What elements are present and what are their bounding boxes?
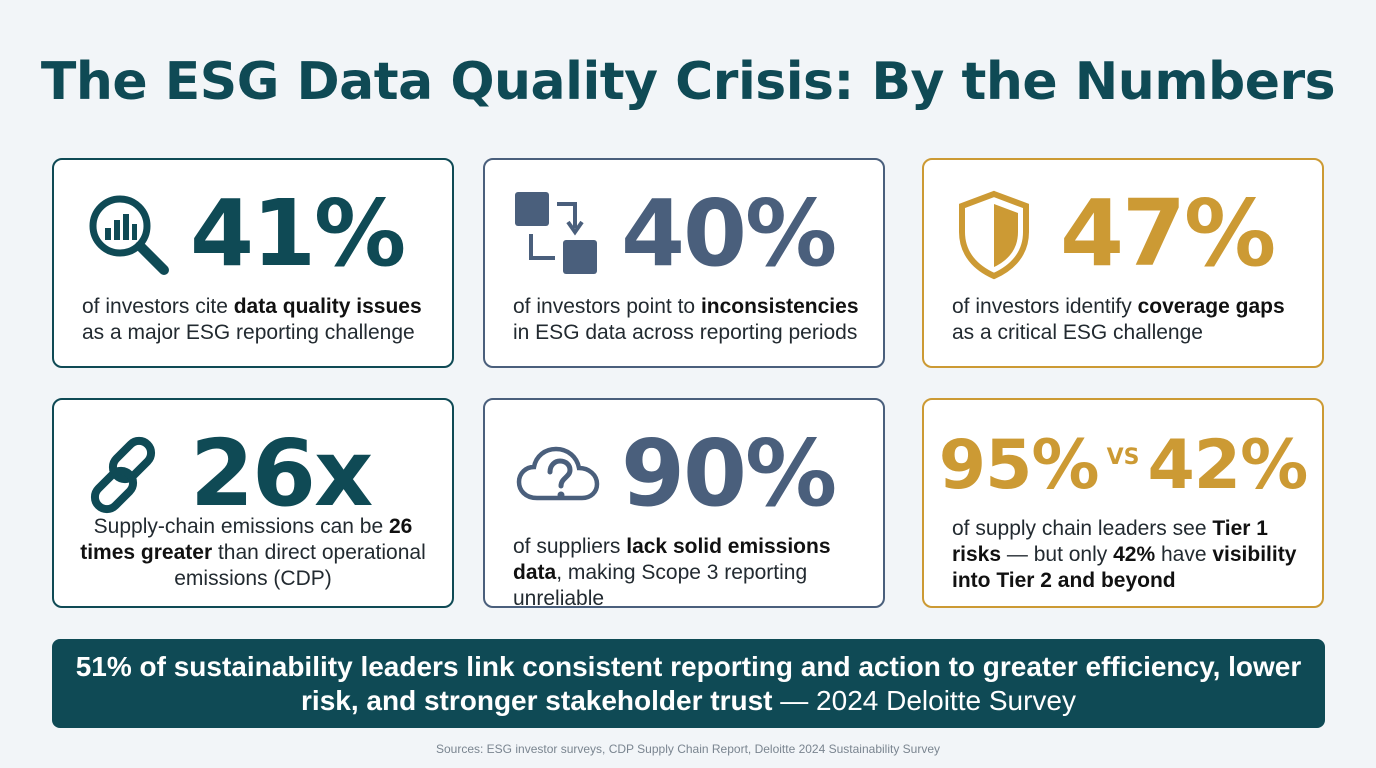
swap-squares-icon [515,192,597,274]
chain-link-icon [90,436,156,514]
stat-description: of suppliers lack solid emissions data, … [513,535,831,610]
sources-footnote: Sources: ESG investor surveys, CDP Suppl… [435,742,941,756]
summary-banner: 51% of sustainability leaders link consi… [52,639,1325,728]
stat-description: of supply chain leaders see Tier 1 risks… [952,517,1297,592]
stat-card-coverage-gaps: 47% of investors identify coverage gaps … [922,158,1324,368]
vs-label: VS [1106,445,1140,470]
stat-value-tier1: 95% [938,426,1100,505]
stat-value: 90% [621,420,837,527]
stat-value: 40% [621,180,837,287]
stat-card-supply-chain-emissions: 26x Supply-chain emissions can be 26 tim… [52,398,454,608]
shield-icon [959,190,1029,280]
stat-value: 41% [190,180,406,287]
stat-card-inconsistencies: 40% of investors point to inconsistencie… [483,158,885,368]
magnifier-chart-icon [89,195,169,275]
banner-attribution: — 2024 Deloitte Survey [772,685,1076,716]
stat-card-tier-visibility: 95% VS 42% of supply chain leaders see Tie… [922,398,1324,608]
banner-statement: 51% of sustainability leaders link consi… [75,651,1302,716]
stat-description: of investors identify coverage gaps as a… [952,295,1285,344]
stat-description: of investors point to inconsistencies in… [513,295,859,344]
stat-value-tier2: 42% [1147,426,1308,505]
stat-value: 47% [1060,180,1276,287]
page-title: The ESG Data Quality Crisis: By the Numb… [40,52,1336,112]
stat-card-data-quality: 41% of investors cite data quality issue… [52,158,454,368]
stat-value: 26x [190,420,373,527]
cloud-question-icon [516,446,600,501]
stat-description: of investors cite data quality issues as… [82,295,422,344]
stat-description: Supply-chain emissions can be 26 times g… [80,515,426,590]
stat-comparison: 95% VS 42% [924,426,1322,506]
stat-card-supplier-data: 90% of suppliers lack solid emissions da… [483,398,885,610]
